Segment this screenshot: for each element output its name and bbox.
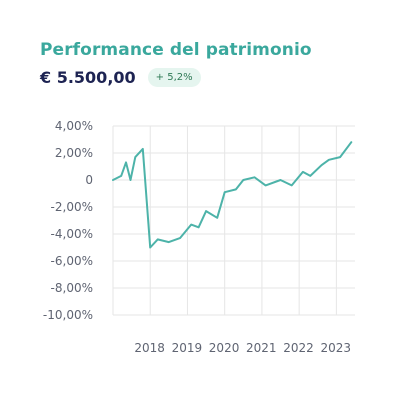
- change-badge: + 5,2%: [147, 68, 201, 87]
- y-tick-label: -6,00%: [51, 254, 93, 268]
- x-tick-label: 2023: [320, 341, 351, 355]
- series-line: [112, 141, 353, 249]
- x-tick-label: 2018: [134, 341, 165, 355]
- y-tick-label: 4,00%: [55, 119, 93, 133]
- y-tick-label: 0: [85, 173, 93, 187]
- page-title: Performance del patrimonio: [40, 40, 312, 60]
- y-tick-label: -4,00%: [51, 227, 93, 241]
- x-tick-label: 2020: [209, 341, 240, 355]
- y-tick-label: -10,00%: [43, 308, 93, 322]
- value-row: € 5.500,00 + 5,2%: [40, 68, 201, 87]
- x-tick-label: 2021: [246, 341, 277, 355]
- y-tick-label: -2,00%: [51, 200, 93, 214]
- portfolio-amount: € 5.500,00: [40, 68, 136, 87]
- x-tick-label: 2022: [283, 341, 314, 355]
- x-tick-label: 2019: [172, 341, 203, 355]
- y-tick-label: 2,00%: [55, 146, 93, 160]
- y-tick-label: -8,00%: [51, 281, 93, 295]
